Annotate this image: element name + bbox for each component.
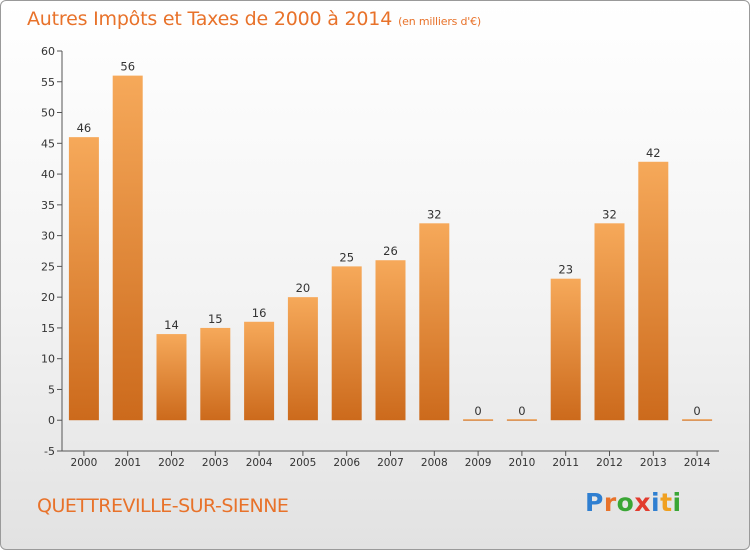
x-tick-label-2012: 2012 bbox=[596, 457, 623, 469]
x-tick-label-2013: 2013 bbox=[640, 457, 667, 469]
x-tick-label-2006: 2006 bbox=[333, 457, 360, 469]
bar-2011 bbox=[550, 278, 581, 421]
value-label-2001: 56 bbox=[120, 60, 135, 74]
y-tick-label: 20 bbox=[41, 291, 55, 304]
y-tick-label: 5 bbox=[48, 383, 55, 396]
value-label-2011: 23 bbox=[558, 263, 573, 277]
bar-2002 bbox=[156, 334, 187, 421]
bar-2012 bbox=[594, 223, 625, 421]
y-tick-label: 30 bbox=[41, 230, 55, 243]
x-tick-label-2000: 2000 bbox=[71, 457, 98, 469]
bar-2008 bbox=[419, 223, 450, 421]
bar-2003 bbox=[200, 327, 231, 421]
value-label-2010: 0 bbox=[518, 404, 525, 418]
logo-letter: i bbox=[651, 488, 661, 517]
y-tick-label: 40 bbox=[41, 168, 55, 181]
bar-2014 bbox=[682, 419, 713, 421]
value-label-2014: 0 bbox=[693, 404, 700, 418]
x-tick-label-2005: 2005 bbox=[290, 457, 317, 469]
value-label-2006: 25 bbox=[339, 250, 354, 264]
x-tick-label-2011: 2011 bbox=[552, 457, 579, 469]
value-label-2008: 32 bbox=[427, 207, 442, 221]
logo-letter: i bbox=[672, 488, 682, 517]
x-tick-label-2001: 2001 bbox=[114, 457, 141, 469]
logo-letter: o bbox=[616, 488, 635, 517]
chart-title-main: Autres Impôts et Taxes de 2000 à 2014 bbox=[27, 8, 393, 30]
logo-letter: P bbox=[585, 488, 604, 517]
y-tick-label: 10 bbox=[41, 353, 55, 366]
y-tick-label: 15 bbox=[41, 322, 55, 335]
value-label-2012: 32 bbox=[602, 207, 617, 221]
bar-2010 bbox=[506, 419, 537, 421]
y-tick-label: 25 bbox=[41, 260, 55, 273]
value-label-2013: 42 bbox=[646, 146, 661, 160]
chart-value-labels: 46 56 14 15 16 20 25 26 32 0 0 23 32 42 0 bbox=[77, 60, 701, 419]
x-tick-label-2010: 2010 bbox=[509, 457, 536, 469]
chart-bars bbox=[68, 75, 713, 421]
chart-x-ticks: 2000 2001 2002 2003 2004 2005 2006 2007 2008 2009… bbox=[71, 451, 711, 469]
value-label-2009: 0 bbox=[474, 404, 481, 418]
bar-2005 bbox=[287, 297, 318, 421]
chart-title-unit: (en milliers d'€) bbox=[398, 15, 481, 28]
bar-2007 bbox=[375, 260, 406, 421]
y-tick-label: 60 bbox=[41, 45, 55, 58]
value-label-2007: 26 bbox=[383, 244, 398, 258]
bar-2006 bbox=[331, 266, 362, 421]
x-tick-label-2014: 2014 bbox=[684, 457, 711, 469]
value-label-2004: 16 bbox=[252, 306, 267, 320]
y-tick-label: 35 bbox=[41, 199, 55, 212]
x-tick-label-2004: 2004 bbox=[246, 457, 273, 469]
value-label-2000: 46 bbox=[77, 121, 92, 135]
bar-2009 bbox=[463, 419, 494, 421]
bar-2004 bbox=[244, 321, 275, 421]
bar-2013 bbox=[638, 161, 669, 421]
bar-2000 bbox=[68, 137, 99, 421]
y-tick-label: 55 bbox=[41, 76, 55, 89]
x-tick-label-2007: 2007 bbox=[377, 457, 404, 469]
proxiti-logo: Proxiti bbox=[585, 488, 682, 517]
value-label-2003: 15 bbox=[208, 312, 223, 326]
logo-letter: x bbox=[634, 488, 651, 517]
x-tick-label-2008: 2008 bbox=[421, 457, 448, 469]
value-label-2005: 20 bbox=[296, 281, 311, 295]
logo-letter: t bbox=[660, 488, 673, 517]
y-tick-label: 50 bbox=[41, 107, 55, 120]
chart-title: Autres Impôts et Taxes de 2000 à 2014 (en… bbox=[27, 8, 481, 30]
x-tick-label-2002: 2002 bbox=[158, 457, 185, 469]
y-tick-label: 45 bbox=[41, 137, 55, 150]
x-tick-label-2003: 2003 bbox=[202, 457, 229, 469]
y-tick-label: 0 bbox=[48, 414, 55, 427]
x-tick-label-2009: 2009 bbox=[465, 457, 492, 469]
logo-letter: r bbox=[603, 488, 617, 517]
chart-y-ticks: -5 0 5 10 15 20 25 30 35 40 45 50 55 60 bbox=[41, 45, 62, 458]
y-tick-label: -5 bbox=[44, 445, 55, 458]
commune-name: QUETTREVILLE-SUR-SIENNE bbox=[37, 495, 289, 517]
bar-2001 bbox=[112, 75, 143, 421]
value-label-2002: 14 bbox=[164, 318, 179, 332]
